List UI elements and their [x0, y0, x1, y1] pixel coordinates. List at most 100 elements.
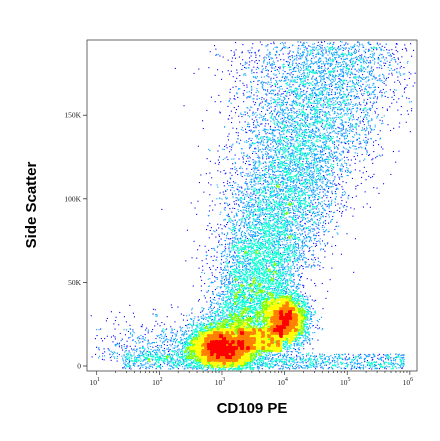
event-dot — [164, 324, 165, 325]
event-dot — [341, 112, 342, 113]
event-dot — [356, 132, 357, 133]
event-dot — [325, 245, 326, 246]
event-dot — [246, 261, 247, 262]
event-dot — [152, 367, 153, 368]
event-dot — [269, 184, 270, 185]
event-dot — [132, 334, 133, 335]
event-dot — [337, 102, 338, 103]
event-dot — [341, 197, 342, 198]
event-dot — [334, 147, 335, 148]
event-dot — [341, 163, 342, 164]
event-dot — [343, 111, 344, 112]
event-dot — [370, 177, 371, 178]
event-dot — [335, 94, 336, 95]
event-dot — [263, 167, 264, 168]
event-dot — [283, 45, 284, 46]
event-dot — [102, 340, 103, 341]
event-dot — [296, 247, 297, 248]
event-dot — [312, 156, 313, 157]
event-dot — [250, 96, 251, 97]
event-dot — [329, 128, 330, 129]
event-dot — [361, 358, 362, 359]
event-dot — [158, 347, 159, 348]
event-dot — [329, 52, 330, 53]
event-dot — [400, 75, 401, 76]
event-dot — [218, 160, 219, 161]
event-dot — [369, 93, 370, 94]
event-dot — [354, 44, 355, 45]
event-dot — [316, 208, 317, 209]
event-dot — [361, 177, 362, 178]
event-dot — [299, 76, 300, 77]
event-dot — [368, 76, 369, 77]
event-dot — [308, 222, 309, 223]
event-dot — [261, 208, 262, 209]
event-dot — [258, 160, 259, 161]
event-dot — [319, 218, 320, 219]
event-dot — [155, 314, 156, 315]
event-dot — [296, 63, 297, 64]
event-dot — [270, 54, 271, 55]
event-dot — [255, 52, 256, 53]
event-dot — [370, 110, 371, 111]
event-dot — [120, 333, 121, 334]
event-dot — [326, 85, 327, 86]
event-dot — [301, 56, 302, 57]
event-dot — [319, 137, 320, 138]
event-dot — [362, 74, 363, 75]
event-dot — [232, 194, 233, 195]
event-dot — [333, 158, 334, 159]
event-dot — [307, 188, 308, 189]
event-dot — [236, 109, 237, 110]
event-dot — [221, 198, 222, 199]
event-dot — [260, 183, 261, 184]
event-dot — [348, 94, 349, 95]
event-dot — [220, 192, 221, 193]
event-dot — [235, 58, 236, 59]
event-dot — [149, 343, 150, 344]
event-dot — [277, 171, 278, 172]
event-dot — [292, 61, 293, 62]
event-dot — [261, 117, 262, 118]
event-dot — [233, 225, 234, 226]
event-dot — [406, 49, 407, 50]
event-dot — [231, 61, 232, 62]
event-dot — [341, 120, 342, 121]
event-dot — [274, 120, 275, 121]
event-dot — [310, 119, 311, 120]
event-dot — [209, 278, 210, 279]
event-dot — [301, 362, 302, 363]
event-dot — [318, 178, 319, 179]
event-dot — [308, 97, 309, 98]
event-dot — [348, 103, 349, 104]
event-dot — [331, 204, 332, 205]
event-dot — [121, 340, 122, 341]
event-dot — [306, 109, 307, 110]
event-dot — [326, 135, 327, 136]
event-dot — [382, 123, 383, 124]
event-dot — [333, 167, 334, 168]
event-dot — [317, 45, 318, 46]
event-dot — [269, 53, 270, 54]
event-dot — [272, 252, 273, 253]
event-dot — [307, 368, 308, 369]
event-dot — [331, 200, 332, 201]
event-dot — [244, 189, 245, 190]
event-dot — [392, 366, 393, 367]
event-dot — [260, 194, 261, 195]
event-dot — [269, 113, 270, 114]
event-dot — [364, 117, 365, 118]
event-dot — [304, 223, 305, 224]
event-dot — [271, 237, 272, 238]
event-dot — [322, 45, 323, 46]
event-dot — [223, 291, 224, 292]
event-dot — [321, 74, 322, 75]
event-dot — [327, 291, 328, 292]
event-dot — [270, 356, 271, 357]
event-dot — [391, 73, 392, 74]
event-dot — [353, 272, 354, 273]
event-dot — [267, 155, 268, 156]
event-dot — [359, 102, 360, 103]
event-dot — [302, 266, 303, 267]
event-dot — [277, 129, 278, 130]
